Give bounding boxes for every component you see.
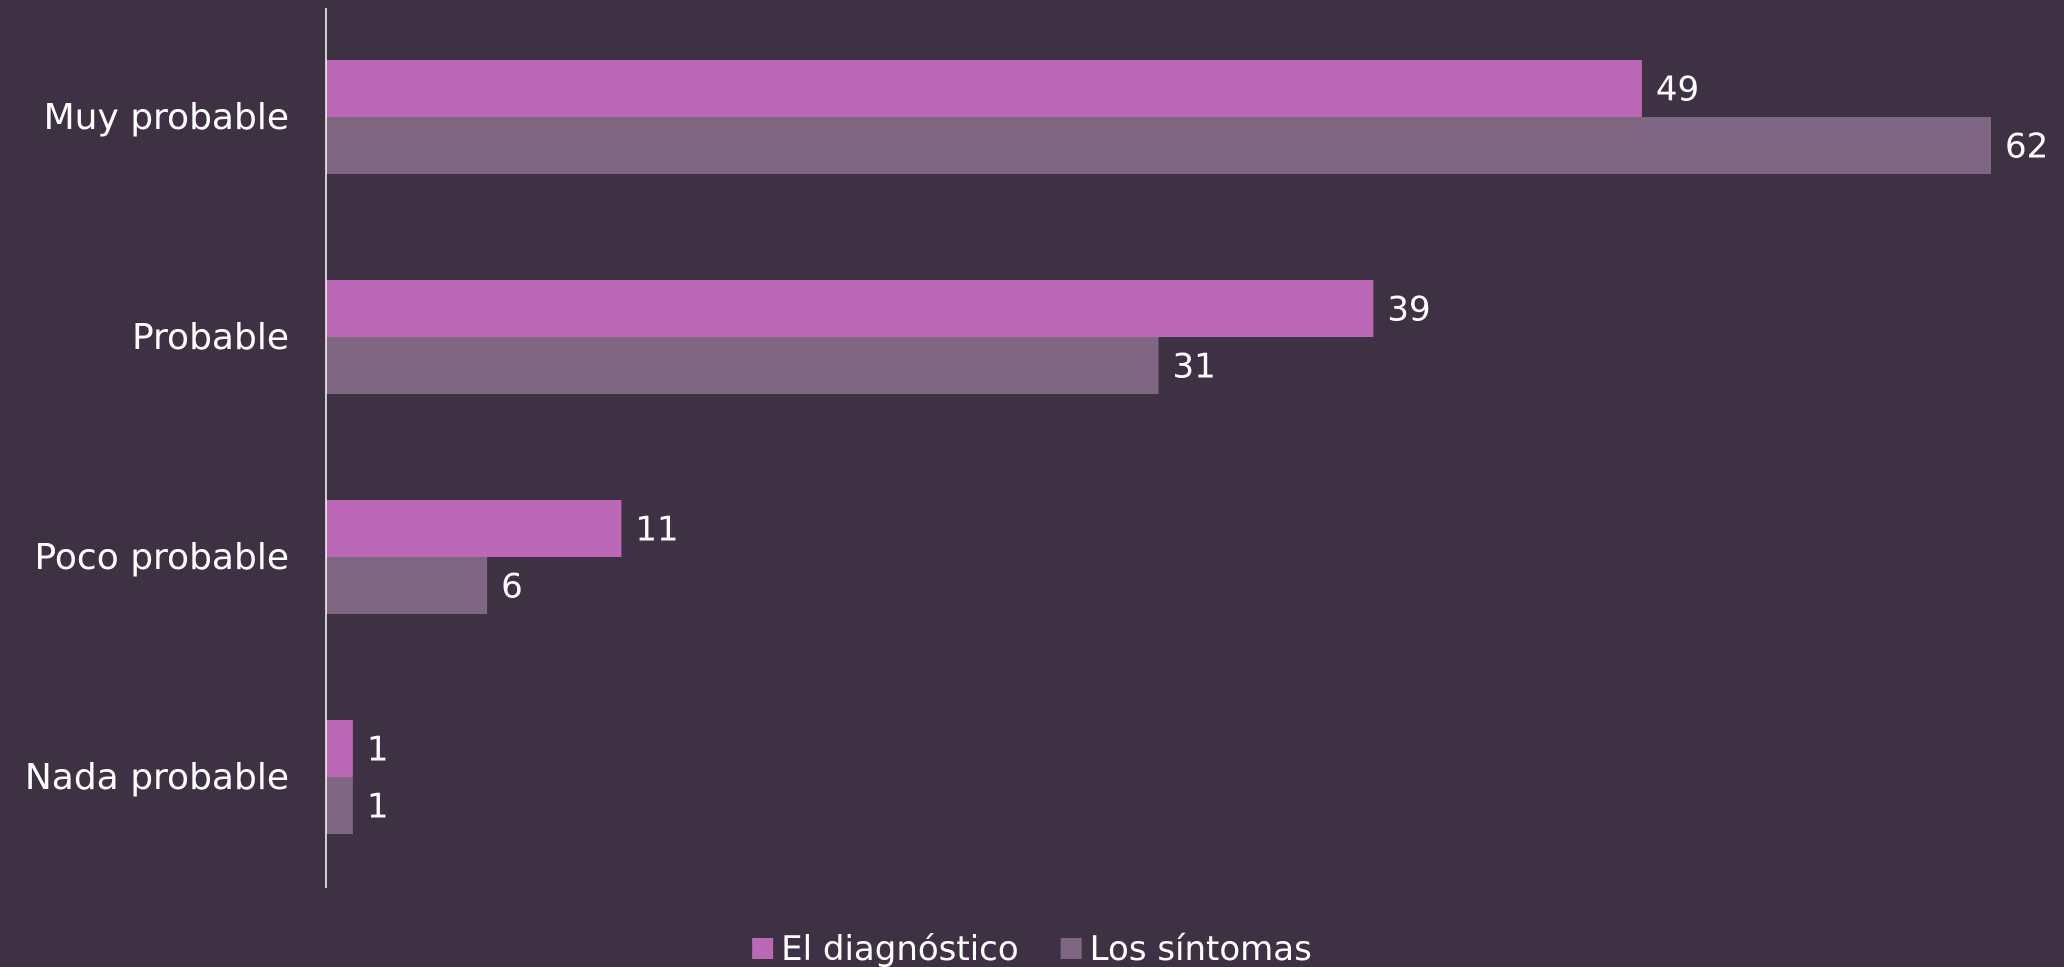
bar-el-diagnostico-muy-probable bbox=[326, 60, 1642, 117]
category-label-poco-probable: Poco probable bbox=[34, 537, 289, 578]
data-label-el-diagnostico-muy-probable: 49 bbox=[1656, 70, 1699, 110]
legend-swatch-los-sintomas bbox=[1060, 938, 1082, 959]
legend-label-los-sintomas: Los síntomas bbox=[1090, 929, 1312, 967]
category-label-muy-probable: Muy probable bbox=[44, 97, 289, 138]
data-label-el-diagnostico-poco-probable: 11 bbox=[635, 510, 678, 550]
bar-los-sintomas-probable bbox=[326, 337, 1159, 394]
category-label-probable: Probable bbox=[132, 317, 289, 358]
bar-los-sintomas-poco-probable bbox=[326, 557, 488, 614]
bars-group bbox=[326, 60, 1991, 834]
data-label-los-sintomas-probable: 31 bbox=[1173, 347, 1216, 387]
bar-el-diagnostico-probable bbox=[326, 280, 1374, 337]
bar-el-diagnostico-poco-probable bbox=[326, 500, 622, 557]
legend: El diagnóstico Los síntomas bbox=[752, 929, 1312, 967]
bar-el-diagnostico-nada-probable bbox=[326, 720, 353, 777]
data-label-los-sintomas-poco-probable: 6 bbox=[501, 567, 523, 607]
category-label-nada-probable: Nada probable bbox=[25, 757, 289, 798]
category-labels-group: Muy probable Probable Poco probable Nada pr… bbox=[25, 97, 289, 798]
bar-los-sintomas-nada-probable bbox=[326, 777, 353, 834]
data-label-el-diagnostico-nada-probable: 1 bbox=[367, 730, 389, 770]
bar-los-sintomas-muy-probable bbox=[326, 117, 1991, 174]
data-label-los-sintomas-nada-probable: 1 bbox=[367, 787, 389, 827]
data-label-los-sintomas-muy-probable: 62 bbox=[2005, 127, 2048, 167]
legend-swatch-el-diagnostico bbox=[752, 938, 774, 959]
legend-label-el-diagnostico: El diagnóstico bbox=[781, 929, 1019, 967]
data-label-el-diagnostico-probable: 39 bbox=[1387, 290, 1430, 330]
